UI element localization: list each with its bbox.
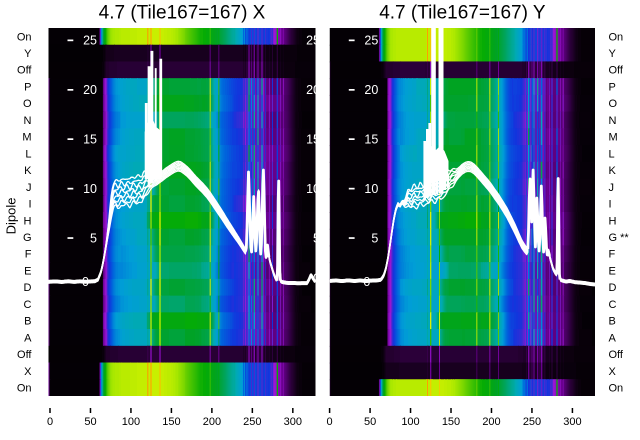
svg-text:0: 0: [82, 275, 89, 289]
svg-text:200: 200: [203, 416, 221, 428]
svg-text:0: 0: [47, 416, 53, 428]
svg-text:4.7 (Tile167=167) X: 4.7 (Tile167=167) X: [99, 3, 266, 24]
svg-text:300: 300: [284, 416, 302, 428]
svg-text:10: 10: [306, 182, 320, 196]
svg-text:25: 25: [83, 34, 97, 48]
svg-text:15: 15: [306, 133, 320, 147]
svg-text:250: 250: [243, 416, 261, 428]
svg-text:20: 20: [83, 83, 97, 97]
svg-text:150: 150: [162, 416, 180, 428]
svg-text:5: 5: [313, 231, 320, 245]
svg-text:15: 15: [83, 133, 97, 147]
svg-text:25: 25: [306, 34, 320, 48]
svg-text:50: 50: [84, 416, 96, 428]
svg-text:100: 100: [122, 416, 140, 428]
svg-text:5: 5: [90, 231, 97, 245]
svg-text:0: 0: [313, 271, 320, 285]
svg-text:20: 20: [306, 83, 320, 97]
svg-text:10: 10: [83, 182, 97, 196]
